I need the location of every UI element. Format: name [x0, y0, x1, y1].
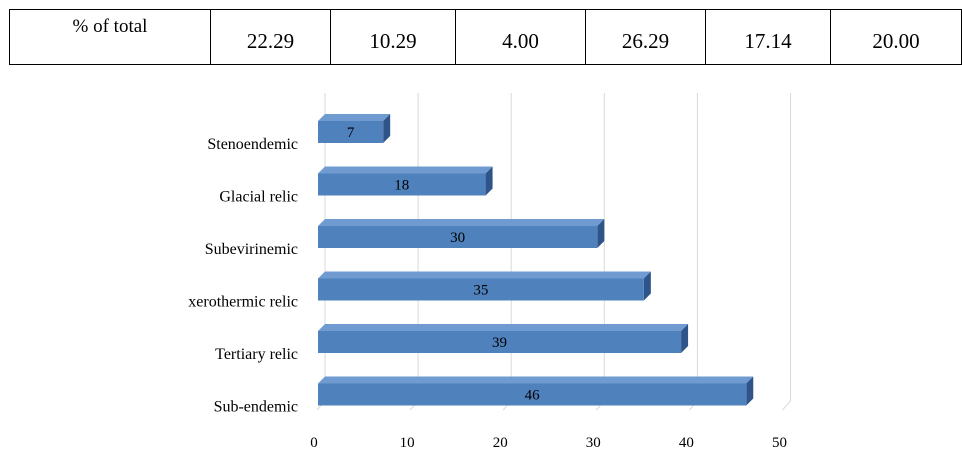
category-label: xerothermic relic — [188, 294, 298, 311]
x-tick-label: 50 — [772, 435, 787, 451]
category-label: Glacial relic — [219, 189, 298, 206]
category-label: Sub-endemic — [214, 399, 298, 416]
bar-side-face — [643, 271, 651, 301]
x-tick-label: 10 — [400, 435, 415, 451]
bar-side-face — [681, 324, 689, 353]
bar — [318, 331, 682, 353]
bar-top-face — [318, 166, 493, 174]
data-label: 35 — [473, 283, 488, 299]
bar-side-face — [746, 376, 754, 406]
x-tick-label: 30 — [586, 435, 601, 451]
table-cell: 22.29 — [210, 9, 331, 65]
table-row: % of total 22.29 10.29 4.00 26.29 17.14 … — [9, 9, 962, 65]
bar-top-face — [318, 114, 391, 121]
bar — [318, 173, 486, 196]
table-cell: 26.29 — [585, 9, 706, 65]
bar — [318, 121, 384, 143]
category-label: Subevirinemic — [205, 241, 298, 258]
x-tick-label: 0 — [310, 435, 318, 451]
data-label: 30 — [450, 230, 465, 246]
data-label: 46 — [525, 388, 541, 404]
data-label: 7 — [347, 125, 355, 141]
bar-side-face — [383, 114, 391, 143]
bar-top-face — [318, 324, 689, 331]
table-cell: 4.00 — [455, 9, 586, 65]
row-label-cell: % of total — [9, 9, 211, 65]
bar-side-face — [485, 166, 493, 196]
data-label: 18 — [394, 178, 409, 194]
percent-total-table: % of total 22.29 10.29 4.00 26.29 17.14 … — [9, 9, 962, 65]
data-label: 39 — [492, 335, 507, 351]
bar — [318, 383, 747, 406]
category-label: Tertiary relic — [215, 346, 298, 363]
bar-top-face — [318, 376, 754, 384]
x-tick-label: 40 — [679, 435, 694, 451]
table-cell: 17.14 — [705, 9, 831, 65]
table-cell: 20.00 — [830, 9, 962, 65]
x-tick-label: 20 — [493, 435, 508, 451]
category-label: Stenoendemic — [207, 136, 298, 153]
bar — [318, 278, 644, 301]
bar-top-face — [318, 271, 651, 279]
bar — [318, 226, 598, 248]
bar-side-face — [597, 219, 605, 248]
gridline-floor — [782, 400, 791, 411]
summary-table-wrapper: % of total 22.29 10.29 4.00 26.29 17.14 … — [9, 9, 962, 65]
bar-top-face — [318, 219, 605, 226]
